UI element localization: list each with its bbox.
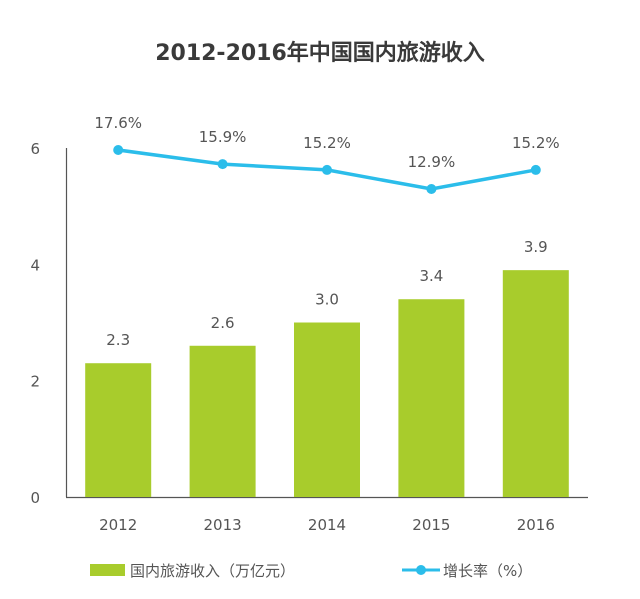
growth-data-label: 15.9% <box>199 128 247 146</box>
x-tick-label: 2013 <box>204 516 242 534</box>
y-tick-label: 4 <box>30 256 40 274</box>
bar-2014 <box>294 322 360 497</box>
bar-2016 <box>502 270 569 497</box>
bar-2012 <box>85 363 152 497</box>
y-tick-label: 6 <box>30 140 40 158</box>
legend-line-marker <box>416 565 426 575</box>
growth-point-2013 <box>217 159 228 170</box>
bar-data-label: 3.0 <box>315 291 339 309</box>
x-tick-label: 2016 <box>517 516 555 534</box>
bar-2015 <box>398 299 465 497</box>
growth-data-label: 17.6% <box>94 114 142 132</box>
y-tick-label: 0 <box>30 489 40 507</box>
growth-point-2015 <box>426 184 437 195</box>
x-tick-label: 2014 <box>308 516 346 534</box>
legend: 国内旅游收入（万亿元） 增长率（%） <box>90 562 532 580</box>
growth-data-label: 12.9% <box>408 153 456 171</box>
growth-data-label: 15.2% <box>303 134 351 152</box>
bar-2013 <box>189 345 256 497</box>
x-tick-label: 2015 <box>412 516 450 534</box>
y-tick-label: 2 <box>30 373 40 391</box>
growth-point-2012 <box>113 145 124 155</box>
bar-data-label: 2.6 <box>211 314 235 332</box>
bar-data-label: 3.9 <box>524 238 548 256</box>
legend-line-label: 增长率（%） <box>443 562 532 580</box>
growth-point-2016 <box>530 164 541 175</box>
x-tick-label: 2012 <box>99 516 137 534</box>
growth-data-label: 15.2% <box>512 134 560 152</box>
bar-data-label: 2.3 <box>106 331 130 349</box>
legend-bar-swatch <box>90 564 125 576</box>
growth-point-2014 <box>322 164 332 175</box>
legend-bar-label: 国内旅游收入（万亿元） <box>130 562 295 580</box>
chart-title: 2012-2016年中国国内旅游收入 <box>155 40 485 66</box>
bar-data-label: 3.4 <box>419 267 443 285</box>
